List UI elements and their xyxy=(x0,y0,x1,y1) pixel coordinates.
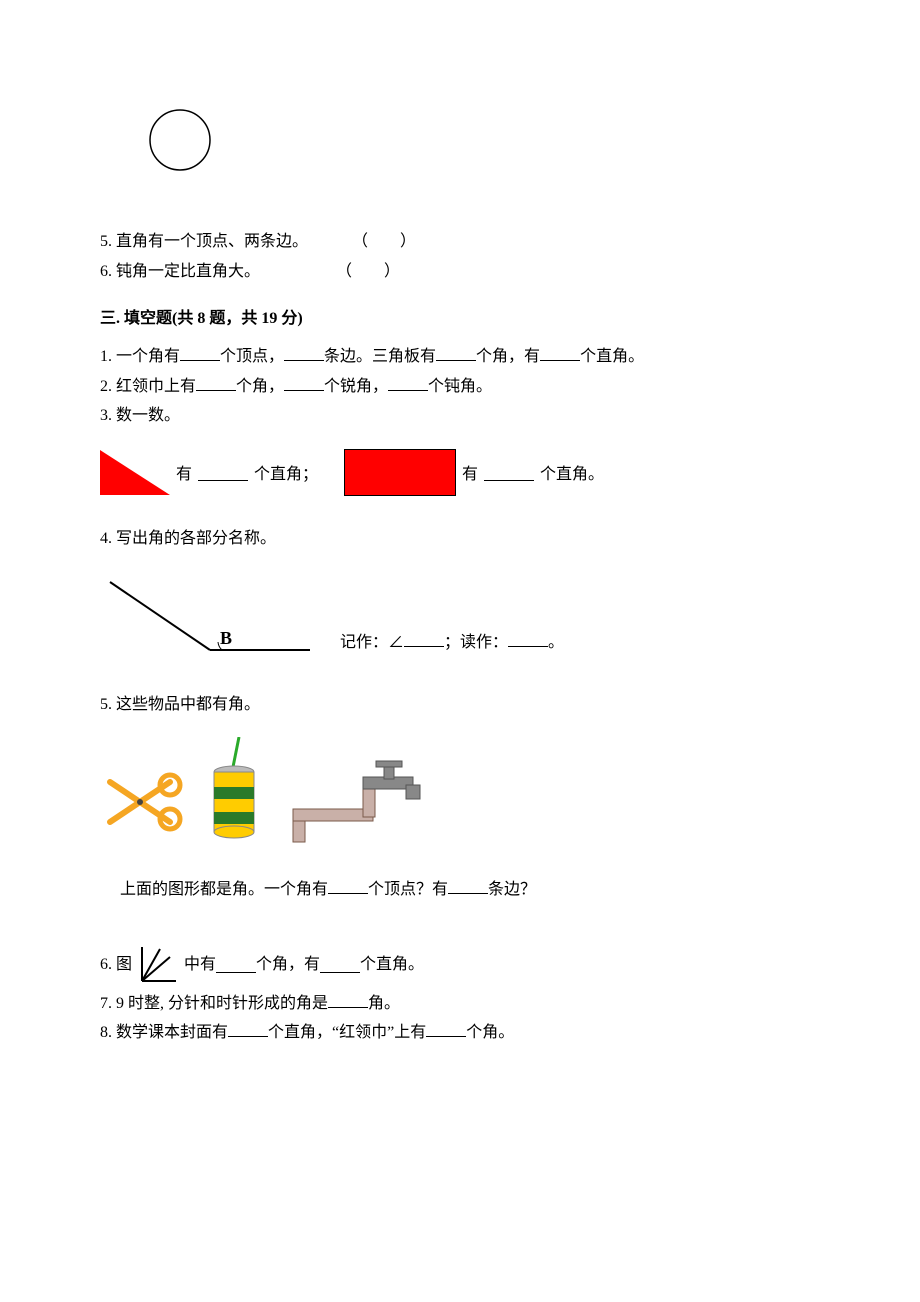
angle-fan-icon xyxy=(136,943,180,987)
q1-a: 1. 一个角有 xyxy=(100,348,180,365)
q3: 3. 数一数。 xyxy=(100,403,820,429)
q2-b: 个角， xyxy=(236,378,284,395)
q6-d: 个直角。 xyxy=(360,952,424,978)
blank xyxy=(284,344,324,361)
blank xyxy=(508,630,548,647)
q6-c: 个角，有 xyxy=(256,952,320,978)
blank xyxy=(328,877,368,894)
q4: 4. 写出角的各部分名称。 xyxy=(100,526,820,552)
blank xyxy=(426,1020,466,1037)
q7: 7. 9 时整, 分针和时针形成的角是 角。 xyxy=(100,991,820,1017)
q3-tri-a: 有 xyxy=(176,460,192,484)
blank xyxy=(484,464,534,481)
q5-items xyxy=(100,737,820,847)
q2-d: 个钝角。 xyxy=(428,378,492,395)
blank xyxy=(198,464,248,481)
faucet-icon xyxy=(288,757,438,847)
tf-q6-paren: （ ） xyxy=(336,259,400,285)
blank xyxy=(216,956,256,973)
can-icon xyxy=(204,737,274,847)
blank xyxy=(196,374,236,391)
q1-e: 个直角。 xyxy=(580,348,644,365)
blank xyxy=(448,877,488,894)
circle-figure xyxy=(140,100,220,180)
rectangle-shape xyxy=(344,449,456,496)
q2: 2. 红领巾上有 个角， 个锐角， 个钝角。 xyxy=(100,374,820,400)
q2-a: 2. 红领巾上有 xyxy=(100,378,196,395)
scissors-icon xyxy=(100,767,190,847)
blank xyxy=(540,344,580,361)
triangle-shape xyxy=(100,450,170,495)
q3-rect-a: 有 xyxy=(462,460,478,484)
q5-b: 个顶点？有 xyxy=(368,881,448,898)
tf-q6-text: 6. 钝角一定比直角大。 xyxy=(100,263,260,280)
q8: 8. 数学课本封面有 个直角，“红领巾”上有 个角。 xyxy=(100,1020,820,1046)
q4-write: 记作：∠ xyxy=(340,634,404,651)
blank xyxy=(388,374,428,391)
q5-c: 条边？ xyxy=(488,881,536,898)
blank xyxy=(284,374,324,391)
tf-q5-paren: （ ） xyxy=(352,229,416,255)
q4-read: ；读作： xyxy=(444,634,508,651)
q1-c: 条边。三角板有 xyxy=(324,348,436,365)
q7-b: 角。 xyxy=(368,995,400,1012)
q6-b: 中有 xyxy=(184,952,216,978)
q3-rect-b: 个直角。 xyxy=(540,460,604,484)
q1: 1. 一个角有 个顶点， 条边。三角板有 个角，有 个直角。 xyxy=(100,344,820,370)
q2-c: 个锐角， xyxy=(324,378,388,395)
q5: 5. 这些物品中都有角。 xyxy=(100,692,820,718)
q5-a: 上面的图形都是角。一个角有 xyxy=(120,881,328,898)
tf-q5-text: 5. 直角有一个顶点、两条边。 xyxy=(100,233,308,250)
blank xyxy=(436,344,476,361)
svg-text:B: B xyxy=(220,628,232,648)
q8-b: 个直角，“红领巾”上有 xyxy=(268,1024,426,1041)
q1-d: 个角，有 xyxy=(476,348,540,365)
blank xyxy=(328,991,368,1008)
tf-q6: 6. 钝角一定比直角大。 （ ） xyxy=(100,259,820,285)
q6-a: 6. 图 xyxy=(100,952,132,978)
q8-a: 8. 数学课本封面有 xyxy=(100,1024,228,1041)
q1-b: 个顶点， xyxy=(220,348,284,365)
blank xyxy=(228,1020,268,1037)
q5-line: 上面的图形都是角。一个角有 个顶点？有 条边？ xyxy=(120,877,820,903)
q4-end: 。 xyxy=(548,634,564,651)
blank xyxy=(180,344,220,361)
q7-a: 7. 9 时整, 分针和时针形成的角是 xyxy=(100,995,328,1012)
blank xyxy=(404,630,444,647)
blank xyxy=(320,956,360,973)
q3-tri-b: 个直角； xyxy=(254,460,318,484)
q8-c: 个角。 xyxy=(466,1024,514,1041)
section3-title: 三. 填空题(共 8 题，共 19 分) xyxy=(100,304,820,328)
q3-figures: 有 个直角； 有 个直角。 xyxy=(100,449,820,496)
q4-figure-row: B 记作：∠ ；读作： 。 xyxy=(100,572,820,662)
tf-q5: 5. 直角有一个顶点、两条边。 （ ） xyxy=(100,229,820,255)
angle-figure: B xyxy=(100,572,320,662)
q6: 6. 图 中有 个角，有 个直角。 xyxy=(100,943,820,987)
